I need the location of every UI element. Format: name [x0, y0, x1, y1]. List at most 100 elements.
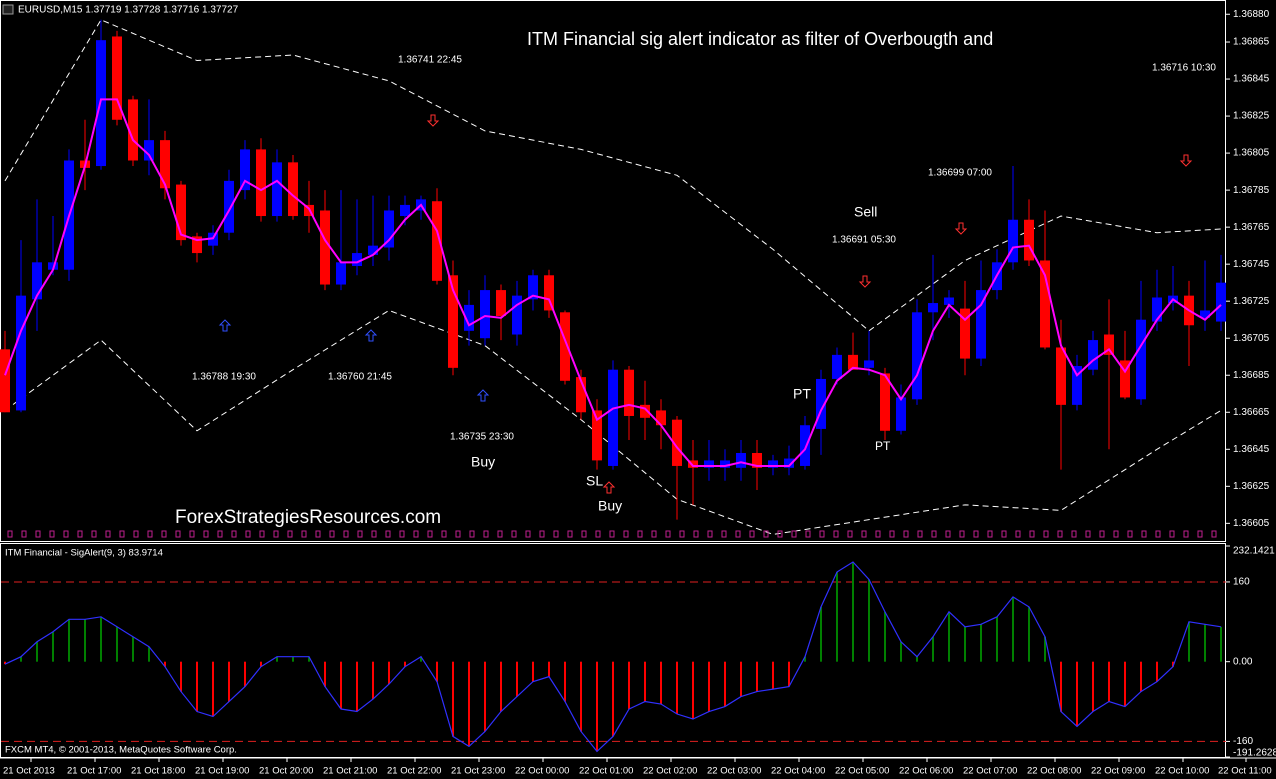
- marker: [21, 530, 27, 538]
- marker: [917, 530, 923, 538]
- signal-line: [4, 561, 1222, 753]
- candle-body: [656, 410, 666, 426]
- buy-arrow: [364, 329, 378, 342]
- candle-body: [704, 460, 714, 468]
- candle-body: [960, 308, 970, 359]
- y-tick-label: 1.36625: [1233, 481, 1270, 492]
- annotation: Buy: [471, 454, 495, 470]
- x-tick-label: 22 Oct 09:00: [1091, 766, 1145, 777]
- candle-body: [272, 162, 282, 217]
- candle-body: [976, 290, 986, 359]
- candle-body: [528, 275, 538, 300]
- marker: [1155, 530, 1161, 538]
- candle-body: [256, 149, 266, 217]
- annotation: PT: [793, 386, 811, 402]
- candle-body: [1072, 365, 1082, 405]
- buy-arrow: [476, 389, 490, 402]
- marker: [469, 530, 475, 538]
- annotation: Sell: [854, 204, 877, 220]
- candle-body: [1120, 360, 1130, 398]
- marker: [385, 530, 391, 538]
- candle-body: [144, 140, 154, 161]
- candle-body: [816, 378, 826, 429]
- x-tick-label: 22 Oct 06:00: [899, 766, 953, 777]
- x-tick-label: 21 Oct 17:00: [67, 766, 121, 777]
- marker: [1015, 530, 1021, 538]
- candle-body: [1216, 282, 1226, 322]
- marker: [567, 530, 573, 538]
- x-tick-label: 22 Oct 01:00: [579, 766, 633, 777]
- candle-body: [640, 404, 650, 418]
- marker: [427, 530, 433, 538]
- marker: [987, 530, 993, 538]
- marker: [175, 530, 181, 538]
- marker: [735, 530, 741, 538]
- y-tick-label: 1.36605: [1233, 518, 1270, 529]
- y-tick-label: 1.36765: [1233, 222, 1270, 233]
- marker: [287, 530, 293, 538]
- y-tick-label: 1.36845: [1233, 74, 1270, 85]
- marker: [861, 530, 867, 538]
- candle-body: [160, 140, 170, 189]
- marker: [371, 530, 377, 538]
- marker: [63, 530, 69, 538]
- candle-body: [1008, 219, 1018, 263]
- marker: [1029, 530, 1035, 538]
- candle-body: [624, 369, 634, 416]
- candle-body: [1056, 347, 1066, 405]
- marker: [847, 530, 853, 538]
- marker: [329, 530, 335, 538]
- marker: [651, 530, 657, 538]
- marker: [707, 530, 713, 538]
- candle-body: [496, 290, 506, 317]
- candle-body: [432, 201, 442, 281]
- candle-body: [928, 303, 938, 313]
- marker: [441, 530, 447, 538]
- symbol-icon: [2, 4, 14, 15]
- marker: [119, 530, 125, 538]
- marker: [413, 530, 419, 538]
- x-tick-label: 22 Oct 11:00: [1218, 766, 1272, 777]
- x-tick-label: 21 Oct 2013: [3, 766, 55, 777]
- x-tick-label: 21 Oct 21:00: [323, 766, 377, 777]
- marker: [161, 530, 167, 538]
- x-tick-label: 22 Oct 10:00: [1155, 766, 1209, 777]
- marker: [637, 530, 643, 538]
- y-tick-label: 1.36865: [1233, 37, 1270, 48]
- headline: ITM Financial sig alert indicator as fil…: [527, 29, 993, 49]
- candle-body: [1104, 334, 1114, 355]
- candle-body: [224, 180, 234, 233]
- x-tick-label: 22 Oct 08:00: [1027, 766, 1081, 777]
- annotation: 1.36691 05:30: [832, 235, 896, 246]
- watermark: ForexStrategiesResources.com: [175, 507, 441, 528]
- marker: [1141, 530, 1147, 538]
- candle-body: [320, 210, 330, 285]
- candle-body: [352, 253, 362, 267]
- y-tick-label: 160: [1233, 577, 1250, 588]
- chart-title: EURUSD,M15 1.37719 1.37728 1.37716 1.377…: [18, 5, 239, 16]
- y-tick-label: -160: [1233, 736, 1253, 747]
- x-tick-label: 22 Oct 03:00: [707, 766, 761, 777]
- marker: [357, 530, 363, 538]
- sell-arrow: [858, 275, 872, 288]
- y-tick-label: 0.00: [1233, 656, 1253, 667]
- marker: [497, 530, 503, 538]
- x-tick-label: 21 Oct 18:00: [131, 766, 185, 777]
- y-tick-label: 1.36665: [1233, 407, 1270, 418]
- x-tick-label: 21 Oct 20:00: [259, 766, 313, 777]
- x-tick-label: 21 Oct 23:00: [451, 766, 505, 777]
- marker: [231, 530, 237, 538]
- y-tick-label: 1.36805: [1233, 148, 1270, 159]
- marker: [693, 530, 699, 538]
- price-pane: [0, 0, 1226, 542]
- candle-body: [1024, 219, 1034, 261]
- marker: [511, 530, 517, 538]
- marker: [455, 530, 461, 538]
- marker: [819, 530, 825, 538]
- sell-arrow: [954, 222, 968, 235]
- candle-body: [864, 360, 874, 368]
- x-tick-label: 22 Oct 02:00: [643, 766, 697, 777]
- marker: [609, 530, 615, 538]
- candle-body: [832, 354, 842, 379]
